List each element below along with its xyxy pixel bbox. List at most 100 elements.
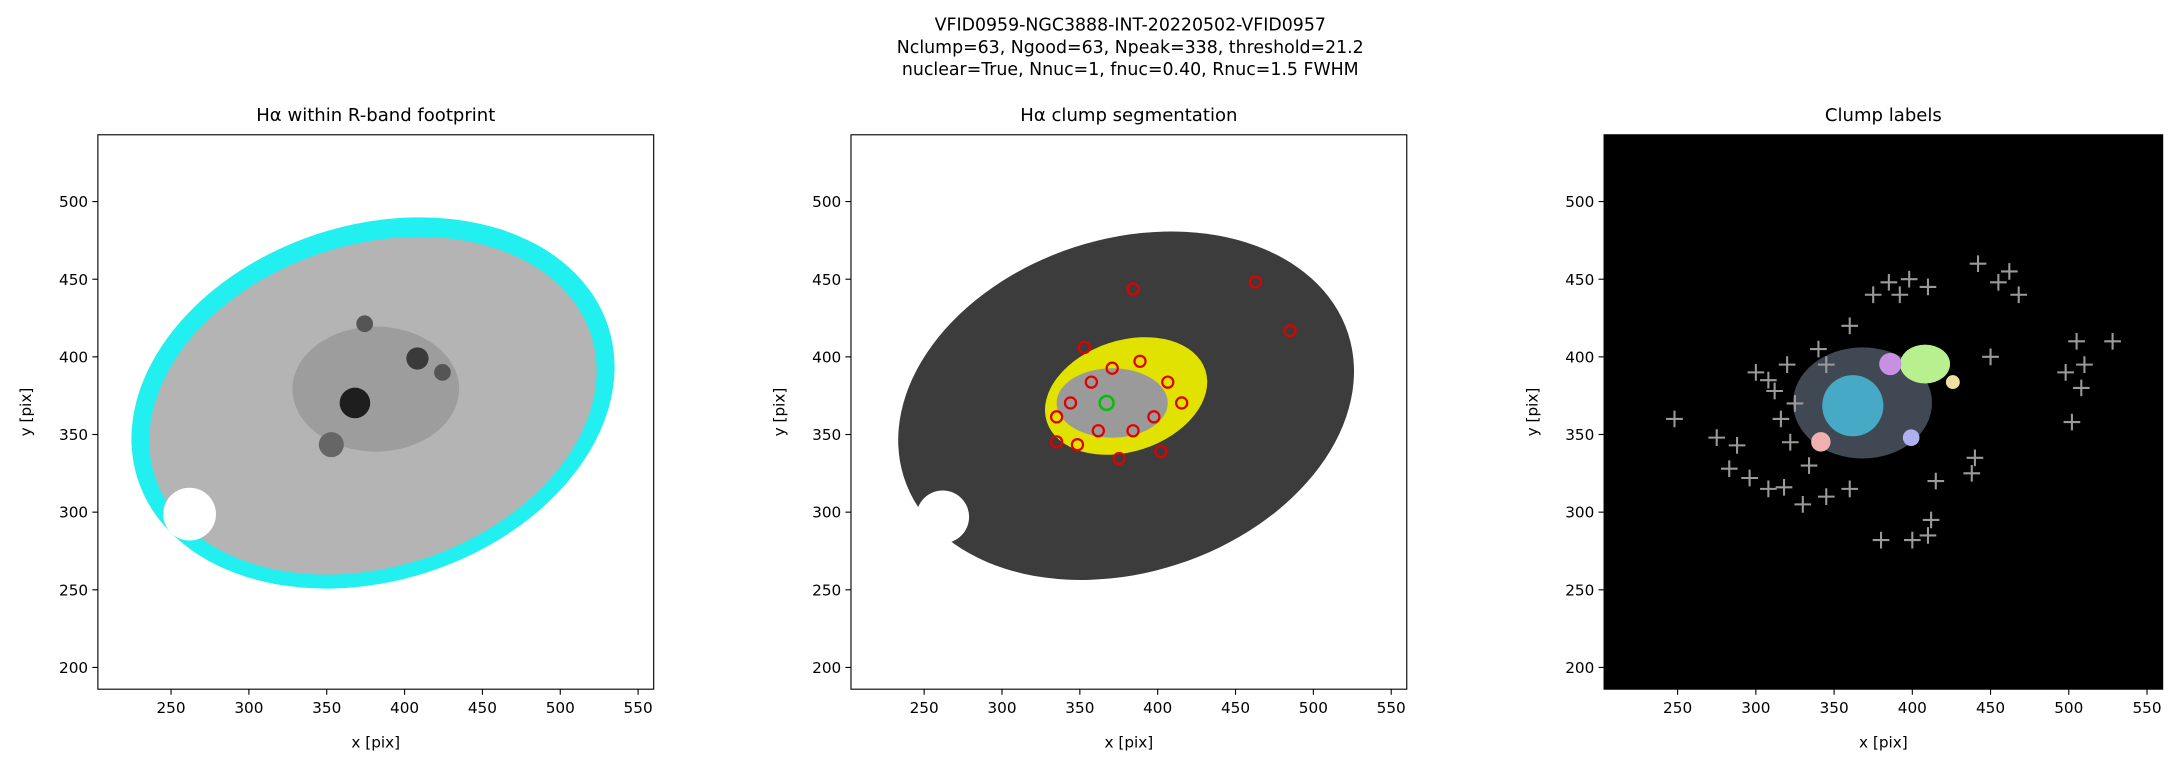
x-tick-label: 450 (1976, 699, 2005, 717)
image-segmentation (850, 134, 1407, 690)
x-tick-label: 550 (2132, 699, 2161, 717)
y-axis-label: y [pix] (1523, 388, 1541, 437)
axes-frames (97, 134, 2164, 690)
peak-marker (2076, 356, 2093, 373)
peak-marker (1810, 340, 1827, 358)
peak-marker (1817, 356, 1835, 373)
peak-marker (1969, 255, 1987, 273)
peak-marker (1720, 460, 1738, 478)
x-tick-label: 300 (1741, 699, 1770, 717)
peak-marker (1708, 429, 1726, 446)
x-tick-label: 350 (1820, 699, 1849, 717)
x-tick-label: 350 (1065, 699, 1094, 717)
figure-title: nuclear=True, Nnuc=1, fnuc=0.40, Rnuc=1.… (902, 60, 1359, 80)
panel-title: Hα within R-band footprint (256, 105, 495, 126)
peak-marker (1982, 348, 1999, 366)
peak-marker (1817, 488, 1835, 505)
peak-marker (1766, 382, 1783, 400)
figure-title: Nclump=63, Ngood=63, Npeak=338, threshol… (897, 38, 1364, 58)
peak-marker (2010, 286, 2028, 304)
y-tick-label: 300 (812, 504, 841, 522)
x-tick-label: 550 (624, 699, 653, 717)
peak-marker (1666, 410, 1683, 428)
x-tick-label: 350 (312, 699, 341, 717)
peak-marker (1922, 511, 1940, 529)
x-tick-label: 400 (1143, 699, 1172, 717)
x-tick-label: 250 (910, 699, 939, 717)
y-tick-label: 450 (812, 271, 841, 289)
peak-marker (1800, 457, 1818, 474)
y-tick-label: 250 (1565, 581, 1594, 599)
y-tick-label: 400 (59, 348, 88, 366)
panel-title: Hα clump segmentation (1020, 105, 1237, 126)
x-tick-label: 300 (987, 699, 1016, 717)
y-tick-label: 200 (812, 659, 841, 677)
peak-marker (1841, 480, 1859, 498)
peak-marker (1781, 433, 1799, 451)
peak-marker (2063, 413, 2081, 431)
y-tick-label: 400 (1565, 348, 1594, 366)
peak-marker (2104, 332, 2121, 350)
peak-markers (1666, 255, 2121, 549)
peak-marker (1919, 278, 1937, 296)
x-axis-label: x [pix] (351, 734, 400, 752)
y-tick-label: 400 (812, 348, 841, 366)
x-tick-label: 500 (1299, 699, 1328, 717)
x-axis-label: x [pix] (1859, 734, 1908, 752)
y-tick-label: 350 (1565, 426, 1594, 444)
peak-marker (1794, 496, 1812, 513)
x-axis-label: x [pix] (1104, 734, 1153, 752)
x-tick-label: 550 (1377, 699, 1406, 717)
peak-marker (1864, 286, 1882, 304)
peak-marker (1760, 480, 1777, 498)
peak-marker (1728, 437, 1746, 454)
y-tick-label: 450 (1565, 271, 1594, 289)
x-tick-label: 250 (1663, 699, 1692, 717)
x-tick-label: 300 (234, 699, 263, 717)
peak-marker (1775, 478, 1793, 496)
y-axis-label: y [pix] (17, 388, 35, 437)
y-tick-label: 300 (1565, 504, 1594, 522)
x-tick-label: 400 (390, 699, 419, 717)
x-tick-label: 500 (546, 699, 575, 717)
x-tick-label: 500 (2054, 699, 2083, 717)
peak-marker (2072, 379, 2090, 397)
y-tick-label: 250 (59, 581, 88, 599)
y-tick-label: 350 (59, 426, 88, 444)
peak-marker (1990, 273, 2007, 291)
peak-marker (1891, 286, 1909, 304)
peak-marker (1927, 472, 1945, 490)
y-axis-label: y [pix] (770, 388, 788, 437)
y-tick-label: 300 (59, 504, 88, 522)
y-tick-label: 500 (59, 193, 88, 211)
peak-marker (1760, 371, 1777, 389)
x-tick-label: 450 (1221, 699, 1250, 717)
peak-marker (1966, 449, 1984, 467)
peak-marker (2000, 263, 2018, 280)
peak-marker (1903, 531, 1921, 549)
y-tick-label: 350 (812, 426, 841, 444)
figure-title: VFID0959-NGC3888-INT-20220502-VFID0957 (935, 16, 1326, 36)
peak-marker (2057, 364, 2074, 381)
peak-marker (1741, 469, 1758, 487)
y-tick-label: 200 (1565, 659, 1594, 677)
image-labels (1604, 134, 2163, 690)
image-halpha (97, 134, 654, 690)
y-tick-label: 500 (1565, 193, 1594, 211)
peak-marker (1841, 317, 1859, 335)
x-tick-label: 400 (1898, 699, 1927, 717)
peak-marker (1747, 364, 1765, 381)
peak-marker (1963, 464, 1981, 482)
x-tick-label: 250 (156, 699, 185, 717)
peak-marker (1900, 270, 1918, 288)
peak-marker (1880, 273, 1898, 291)
peak-marker (1778, 356, 1796, 373)
peak-marker (1786, 395, 1804, 412)
peak-marker (1919, 527, 1937, 544)
y-tick-label: 450 (59, 271, 88, 289)
y-tick-label: 500 (812, 193, 841, 211)
y-tick-label: 200 (59, 659, 88, 677)
x-tick-label: 450 (468, 699, 497, 717)
